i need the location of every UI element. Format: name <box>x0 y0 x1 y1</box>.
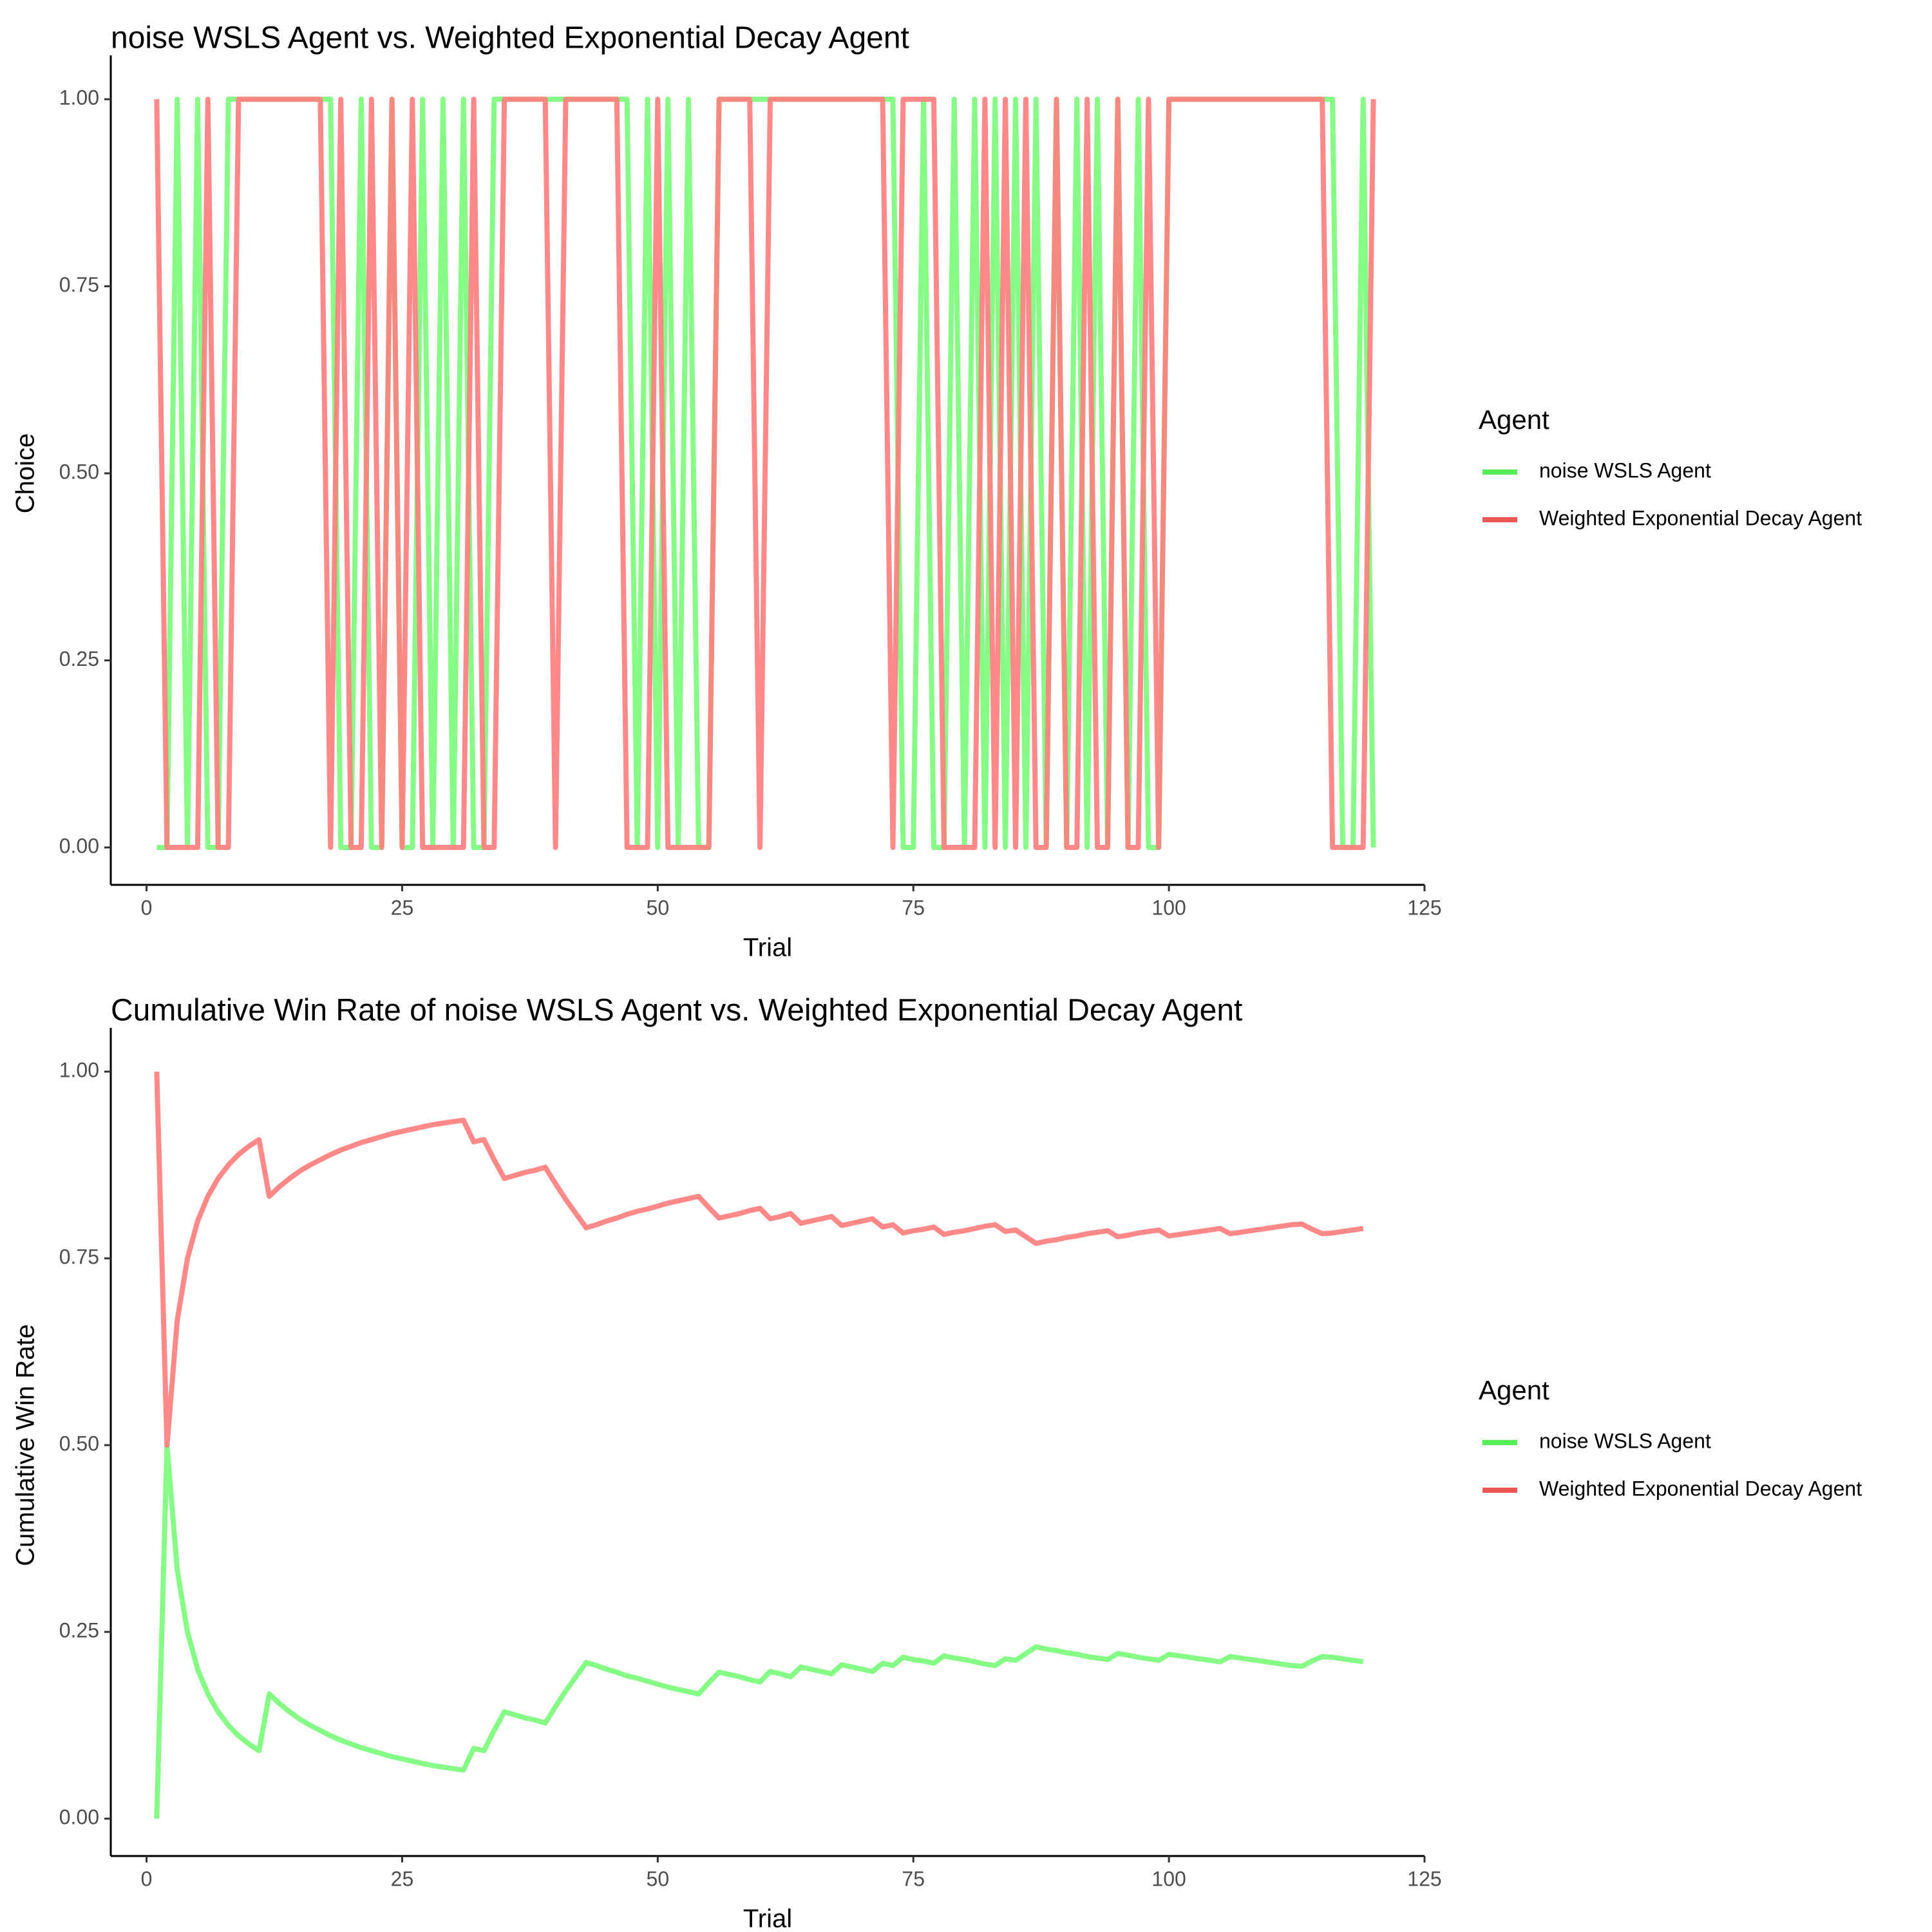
chart-2-legend-label-decay: Weighted Exponential Decay Agent <box>1539 1477 1862 1500</box>
chart-1-title: noise WSLS Agent vs. Weighted Exponentia… <box>111 21 909 55</box>
chart-2-y-tick-label: 1.00 <box>59 1058 99 1081</box>
chart-2-y-tick-label: 0.75 <box>59 1245 99 1268</box>
chart-1-y-tick-label: 0.75 <box>59 273 99 296</box>
chart-2-y-axis-title: Cumulative Win Rate <box>12 1324 40 1566</box>
chart-2-x-tick-label: 125 <box>1407 1867 1441 1890</box>
chart-1-x-tick-label: 50 <box>647 896 670 919</box>
chart-2-x-tick-label: 25 <box>391 1867 414 1890</box>
chart-1-y-tick-label: 1.00 <box>59 86 99 109</box>
chart-1-x-axis-title: Trial <box>743 934 792 962</box>
chart-1-x-tick-label: 0 <box>141 896 153 919</box>
chart-2-series-wsls-line <box>154 1443 1364 1819</box>
chart-2-x-tick-label: 50 <box>647 1867 670 1890</box>
chart-2-y-tick-label: 0.50 <box>59 1432 99 1455</box>
chart-1-y-tick-label: 0.00 <box>59 834 99 857</box>
chart-1-x-tick-label: 25 <box>391 896 414 919</box>
chart-2-title: Cumulative Win Rate of noise WSLS Agent … <box>111 994 1242 1028</box>
chart-2-series-decay-line <box>154 1071 1364 1448</box>
chart-2-legend-title: Agent <box>1479 1375 1549 1405</box>
chart-2-x-tick-label: 0 <box>141 1867 153 1890</box>
chart-1-legend-label-decay: Weighted Exponential Decay Agent <box>1539 506 1862 529</box>
chart-2-x-tick-label: 75 <box>902 1867 925 1890</box>
chart-2-legend-label-wsls: noise WSLS Agent <box>1539 1429 1711 1452</box>
chart-2-y-tick-label: 0.25 <box>59 1618 99 1642</box>
chart-1-y-tick-label: 0.50 <box>59 460 99 483</box>
chart-1-y-axis-title: Choice <box>12 433 40 514</box>
chart-2-y-tick-label: 0.00 <box>59 1805 99 1828</box>
chart-1-x-tick-label: 100 <box>1151 896 1186 919</box>
chart-1-series-decay-line <box>154 97 1376 850</box>
chart-1-y-tick-label: 0.25 <box>59 647 99 670</box>
chart-1-legend-label-wsls: noise WSLS Agent <box>1539 459 1711 482</box>
chart-2-x-tick-label: 100 <box>1151 1867 1186 1890</box>
chart-1-x-tick-label: 125 <box>1407 896 1441 919</box>
chart-1-x-tick-label: 75 <box>902 896 925 919</box>
chart-2-x-axis-title: Trial <box>743 1905 792 1932</box>
chart-1-legend-title: Agent <box>1479 404 1549 435</box>
